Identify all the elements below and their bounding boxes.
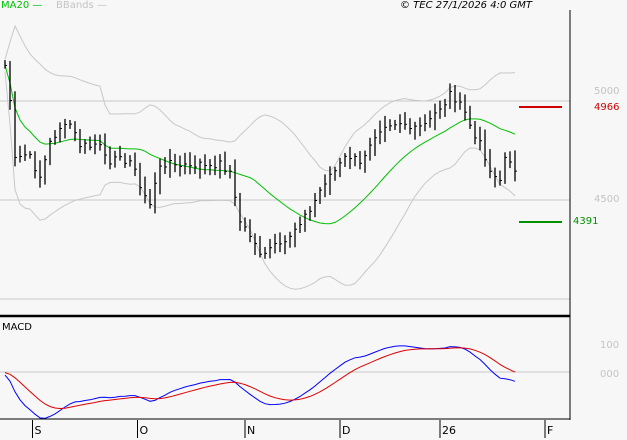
support-label: 4391	[573, 216, 599, 227]
month-label: D	[342, 424, 351, 437]
bbands-legend-label: BBands	[56, 0, 94, 11]
copyright-timestamp: © TEC 27/1/2026 4:0 GMT	[400, 0, 532, 11]
ma20-legend: MA20 —	[1, 0, 43, 11]
ytick-4500: 4500	[594, 194, 620, 205]
resistance-label: 4966	[594, 102, 620, 113]
macd-line	[4, 345, 516, 419]
month-label: S	[34, 424, 42, 437]
bband-upper-line	[4, 24, 516, 172]
month-label: F	[547, 424, 554, 437]
month-label: O	[139, 424, 149, 437]
macd-ytick-100: 100	[600, 340, 620, 351]
month-label: 26	[442, 424, 456, 437]
ytick-5000: 5000	[594, 86, 620, 97]
month-label: N	[247, 424, 256, 437]
bbands-legend: BBands —	[56, 0, 107, 11]
macd-ytick-0: 000	[600, 369, 620, 380]
ma20-legend-label: MA20	[1, 0, 30, 11]
signal-line	[4, 347, 516, 410]
macd-title: MACD	[2, 322, 32, 333]
